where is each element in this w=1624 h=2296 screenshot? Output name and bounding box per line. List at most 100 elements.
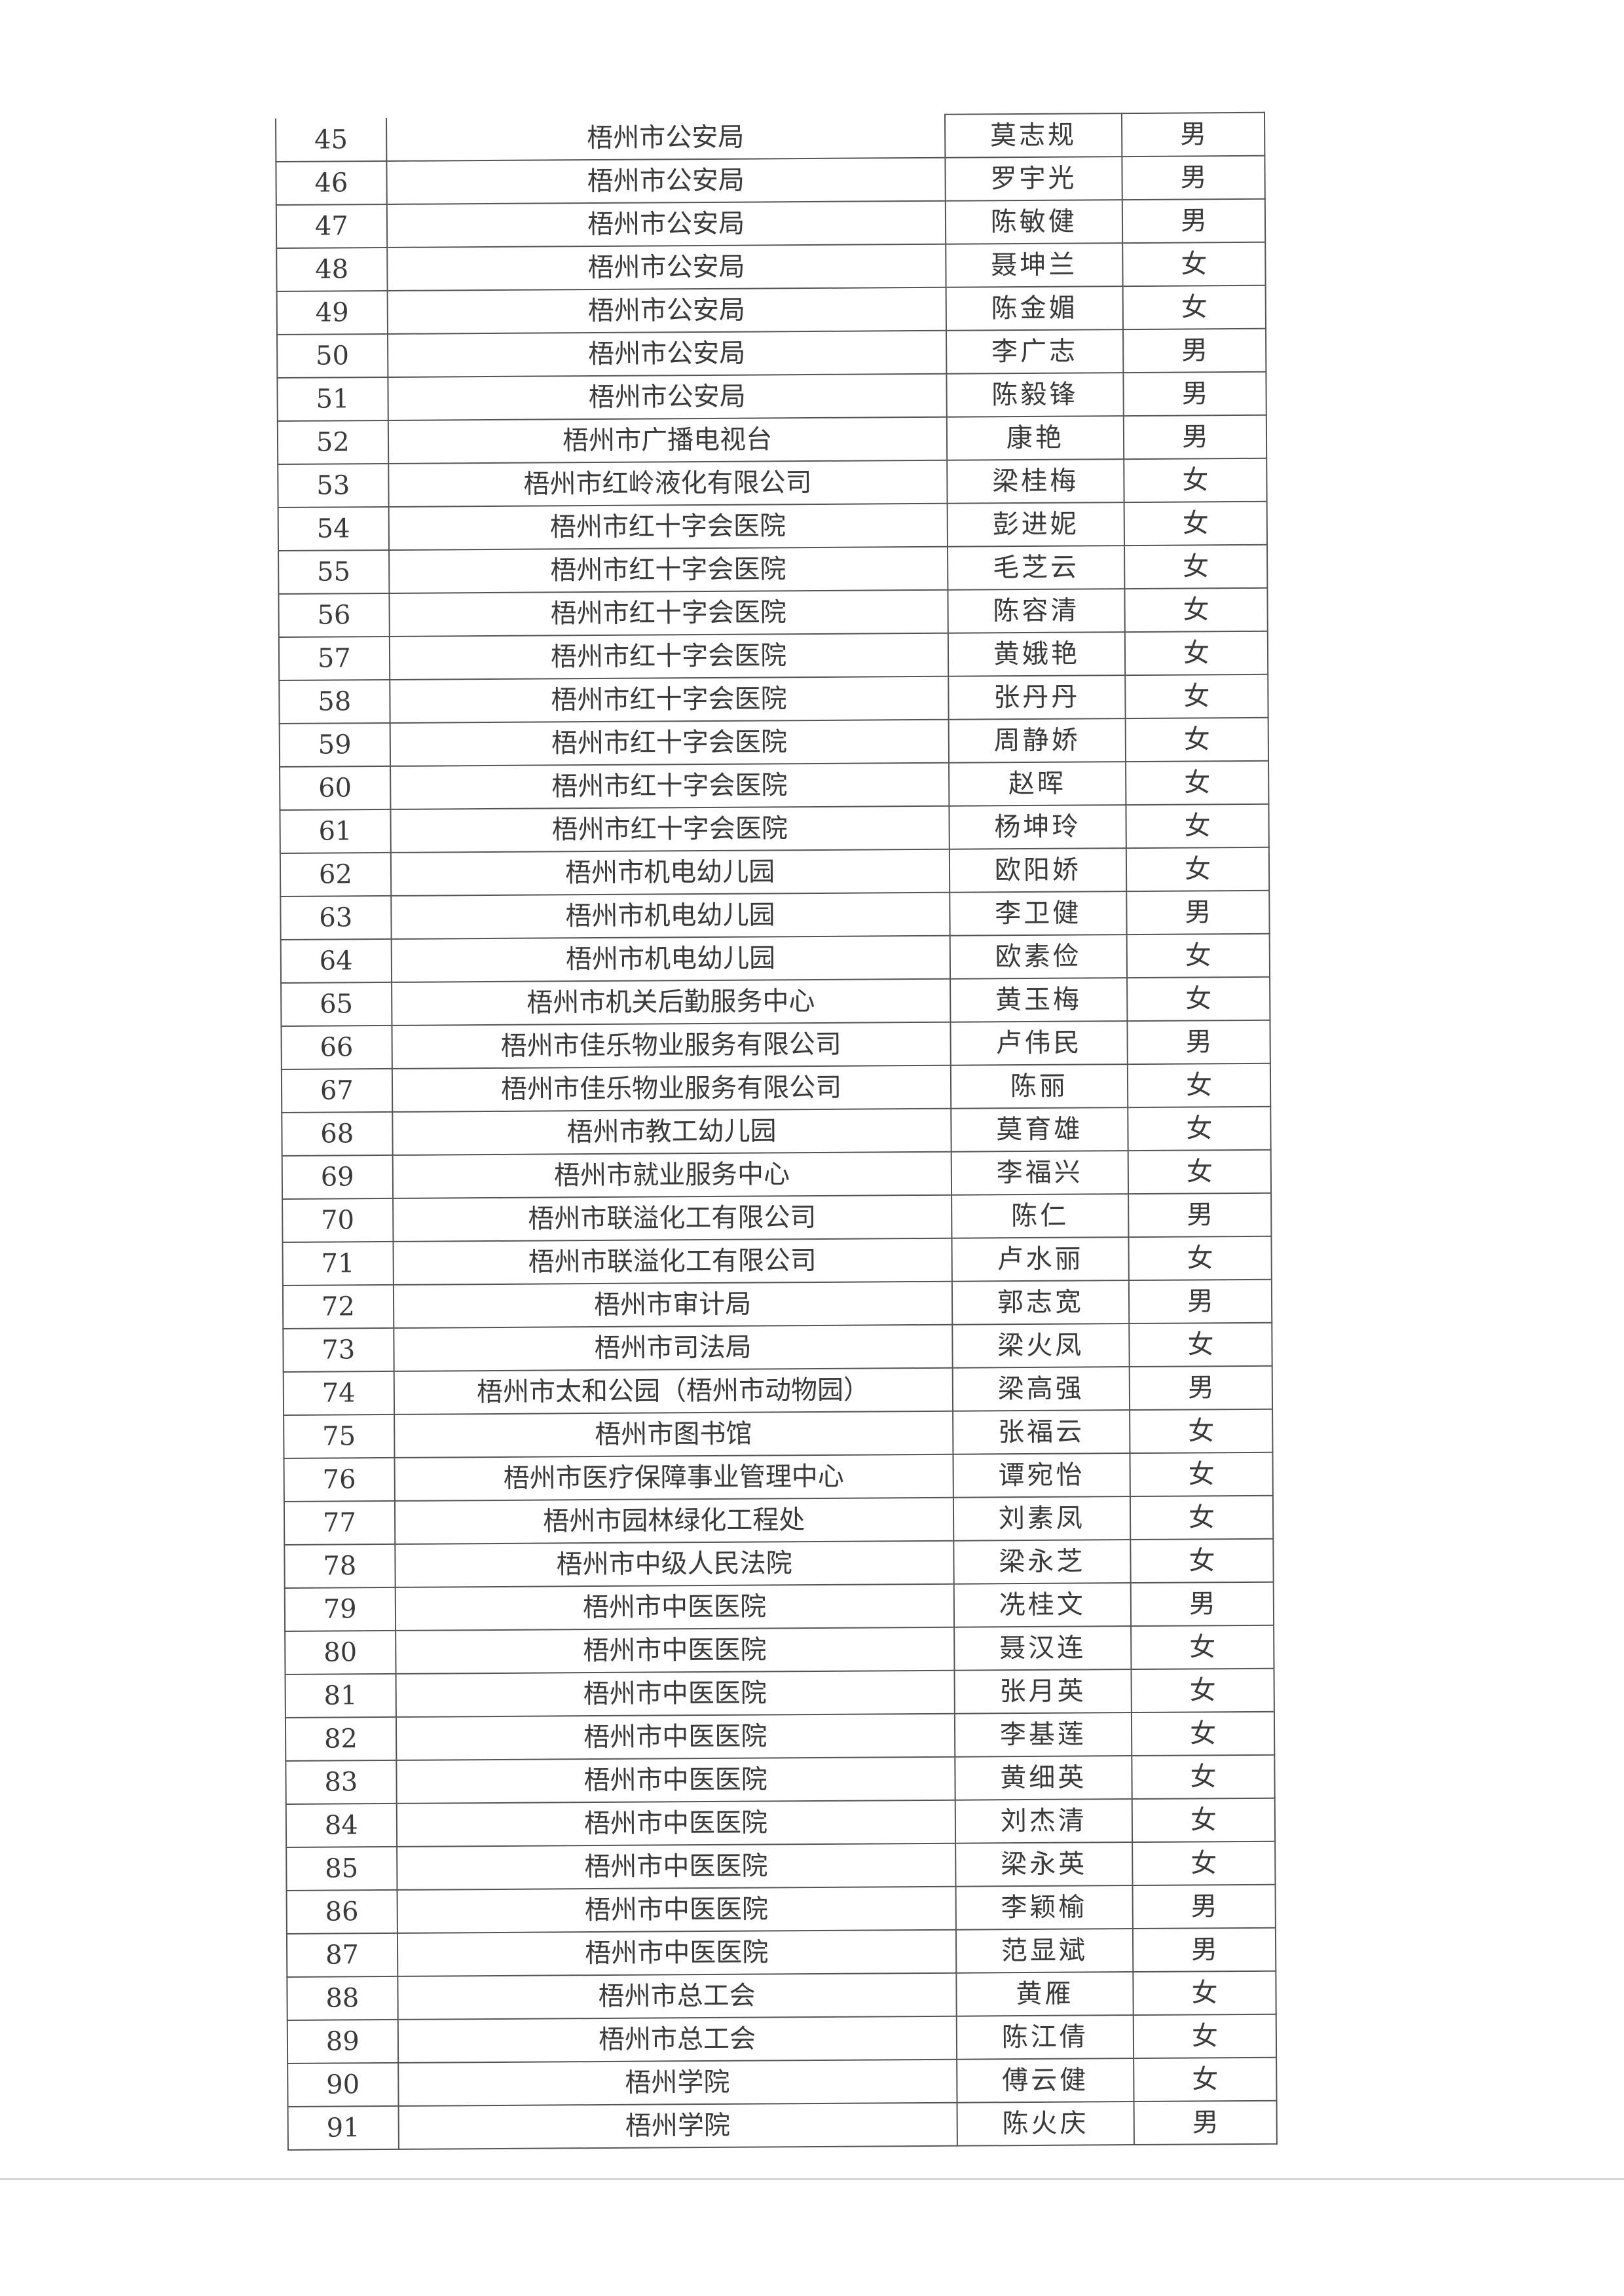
unit-cell: 梧州市中医医院 <box>396 1843 956 1890</box>
name-cell: 欧素俭 <box>950 935 1128 979</box>
name-cell: 张月英 <box>954 1669 1132 1714</box>
table-row: 71 梧州市联溢化工有限公司 卢水丽女 <box>282 1236 1272 1286</box>
unit-cell: 梧州市机关后勤服务中心 <box>391 978 951 1026</box>
row-number: 91 <box>287 2105 399 2150</box>
gender-cell: 女 <box>1132 1754 1275 1800</box>
gender-cell: 女 <box>1124 544 1268 589</box>
gender-cell: 女 <box>1128 1106 1271 1151</box>
row-number: 55 <box>278 549 390 594</box>
table-row: 85 梧州市中医医院 梁永英女 <box>286 1841 1276 1891</box>
table-row: 82 梧州市中医医院 李基莲女 <box>285 1711 1275 1761</box>
gender-cell: 男 <box>1123 371 1266 417</box>
row-number: 87 <box>286 1933 397 1977</box>
gender-cell: 男 <box>1123 328 1266 373</box>
gender-cell: 女 <box>1132 1841 1276 1886</box>
unit-cell: 梧州市公安局 <box>386 200 946 248</box>
name-cell: 范显斌 <box>955 1929 1134 1973</box>
row-number: 61 <box>280 809 391 853</box>
unit-cell: 梧州市机电幼儿园 <box>390 849 950 896</box>
unit-cell: 梧州市红十字会医院 <box>389 589 948 637</box>
row-number: 60 <box>280 766 391 810</box>
unit-cell: 梧州市机电幼儿园 <box>390 892 950 939</box>
row-number: 54 <box>278 506 389 551</box>
name-cell: 郭志宽 <box>951 1280 1130 1325</box>
table-row: 64 梧州市机电幼儿园 欧素俭女 <box>280 933 1270 983</box>
table-row: 67 梧州市佳乐物业服务有限公司 陈丽女 <box>281 1063 1271 1113</box>
row-number: 77 <box>284 1500 395 1545</box>
unit-cell: 梧州市公安局 <box>387 330 947 377</box>
unit-cell: 梧州市公安局 <box>387 287 946 334</box>
name-cell: 周静娇 <box>948 718 1126 763</box>
name-cell: 陈火庆 <box>957 2102 1134 2146</box>
name-cell: 康艳 <box>946 416 1124 460</box>
table-row: 65 梧州市机关后勤服务中心 黄玉梅女 <box>281 976 1270 1026</box>
table-row: 56 梧州市红十字会医院 陈容清女 <box>278 587 1268 637</box>
gender-cell: 男 <box>1122 155 1265 200</box>
unit-cell: 梧州市就业服务中心 <box>392 1151 951 1198</box>
table-row: 79 梧州市中医医院 冼桂文男 <box>284 1582 1274 1631</box>
name-cell: 刘素凤 <box>953 1496 1131 1541</box>
table-row: 68 梧州市教工幼儿园 莫育雄女 <box>282 1106 1271 1156</box>
unit-cell: 梧州市公安局 <box>386 157 946 204</box>
gender-cell: 女 <box>1126 933 1270 978</box>
name-cell: 李基莲 <box>954 1713 1132 1757</box>
table-row: 84 梧州市中医医院 刘杰清女 <box>286 1798 1276 1847</box>
table-row: 47 梧州市公安局 陈敏健男 <box>276 198 1266 248</box>
gender-cell: 女 <box>1131 1668 1274 1713</box>
row-number: 47 <box>276 204 387 248</box>
name-cell: 卢伟民 <box>950 1021 1128 1065</box>
gender-cell: 女 <box>1134 2057 1277 2102</box>
row-number: 86 <box>286 1889 397 1934</box>
table-row: 58 梧州市红十字会医院 张丹丹女 <box>279 674 1268 724</box>
row-number: 70 <box>282 1198 394 1242</box>
gender-cell: 女 <box>1126 804 1269 849</box>
name-cell: 张丹丹 <box>948 675 1126 720</box>
row-number: 64 <box>280 938 392 983</box>
table-row: 53 梧州市红岭液化有限公司 梁桂梅女 <box>278 458 1267 508</box>
table-row: 83 梧州市中医医院 黄细英女 <box>286 1754 1275 1804</box>
unit-cell: 梧州市联溢化工有限公司 <box>393 1238 952 1285</box>
gender-cell: 女 <box>1132 1798 1276 1843</box>
unit-cell: 梧州市医疗保障事业管理中心 <box>394 1454 953 1501</box>
row-number: 68 <box>282 1111 393 1156</box>
gender-cell: 女 <box>1133 1971 1276 2016</box>
table-row: 59 梧州市红十字会医院 周静娇女 <box>279 717 1269 767</box>
name-cell: 莫育雄 <box>950 1107 1128 1152</box>
table-row: 77 梧州市园林绿化工程处 刘素凤女 <box>284 1495 1274 1545</box>
gender-cell: 女 <box>1128 1149 1272 1194</box>
gender-cell: 女 <box>1130 1452 1273 1497</box>
table-row: 55 梧州市红十字会医院 毛芝云女 <box>278 544 1268 594</box>
gender-cell: 女 <box>1131 1625 1274 1670</box>
name-cell: 陈仁 <box>951 1194 1129 1238</box>
unit-cell: 梧州市红十字会医院 <box>390 719 949 766</box>
name-cell: 毛芝云 <box>947 546 1125 590</box>
row-number: 58 <box>279 679 390 724</box>
table-row: 81 梧州市中医医院 张月英女 <box>285 1668 1274 1718</box>
table-row: 48 梧州市公安局 聂坤兰女 <box>276 242 1266 291</box>
table-row: 54 梧州市红十字会医院 彭进妮女 <box>278 501 1268 551</box>
gender-cell: 女 <box>1127 1063 1271 1108</box>
table-row: 87 梧州市中医医院 范显斌男 <box>286 1927 1276 1977</box>
row-number: 69 <box>282 1155 393 1199</box>
row-number: 82 <box>285 1716 396 1761</box>
gender-cell: 男 <box>1126 890 1270 935</box>
name-cell: 罗宇光 <box>945 157 1122 201</box>
gender-cell: 女 <box>1122 242 1266 287</box>
unit-cell: 梧州市总工会 <box>397 1972 957 2020</box>
gender-cell: 男 <box>1128 1279 1272 1324</box>
gender-cell: 男 <box>1129 1365 1273 1411</box>
row-number: 46 <box>276 160 387 205</box>
row-number: 45 <box>276 117 387 162</box>
unit-cell: 梧州市佳乐物业服务有限公司 <box>392 1065 951 1112</box>
unit-cell: 梧州市机电幼儿园 <box>391 935 950 982</box>
gender-cell: 男 <box>1127 1020 1270 1065</box>
name-cell: 欧阳娇 <box>949 848 1127 893</box>
gender-cell: 女 <box>1129 1322 1272 1367</box>
table-row: 51 梧州市公安局 陈毅锋男 <box>277 371 1266 421</box>
unit-cell: 梧州市中医医院 <box>396 1713 955 1760</box>
row-number: 75 <box>284 1414 395 1458</box>
table-row: 52 梧州市广播电视台 康艳男 <box>277 415 1267 464</box>
unit-cell: 梧州市红十字会医院 <box>390 762 950 809</box>
row-number: 67 <box>281 1068 392 1113</box>
row-number: 72 <box>282 1284 394 1329</box>
